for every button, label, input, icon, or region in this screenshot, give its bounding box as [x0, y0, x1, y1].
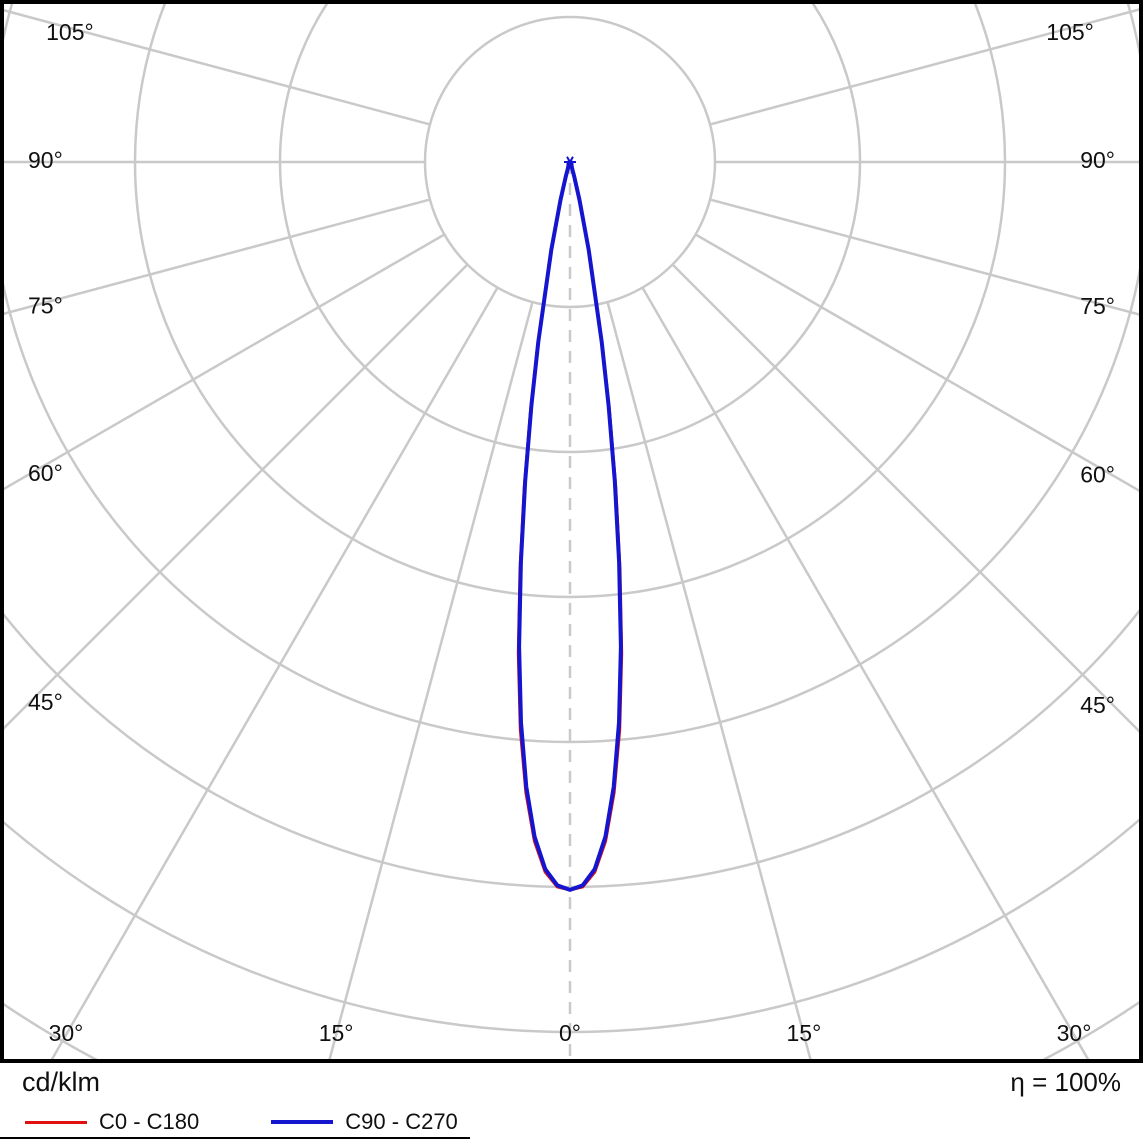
polar-plot-area: 0° 15° 15° 30° 30° 45° 45° 60° 60° 75° 75° 90° 90° 10…: [0, 0, 1143, 1063]
grid-spoke: [4, 263, 469, 730]
grid-spoke: [671, 263, 1139, 733]
legend-line-c0-c180: [25, 1120, 87, 1124]
angle-label: 30°: [49, 1020, 84, 1046]
polar-chart-svg: 0° 15° 15° 30° 30° 45° 45° 60° 60° 75° 75° 90° 90° 10…: [4, 4, 1139, 1059]
efficiency-label: η = 100%: [1010, 1067, 1121, 1097]
angle-label: 105°: [46, 19, 94, 45]
angle-label: 105°: [1046, 19, 1094, 45]
angle-label: 90°: [28, 147, 63, 173]
grid-spoke: [4, 233, 446, 491]
curve-c90-c270: [517, 160, 623, 892]
angle-label: 30°: [1057, 1020, 1092, 1046]
footer: cd/klm η = 100% C0 - C180 C90 - C270: [0, 1063, 1143, 1143]
grid-spoke: [50, 286, 499, 1059]
legend-label-c0-c180: C0 - C180: [99, 1109, 200, 1134]
polar-grid: [4, 4, 1139, 1059]
grid-spoke: [694, 233, 1139, 492]
angle-label: 15°: [319, 1020, 354, 1046]
grid-spoke: [606, 301, 812, 1059]
legend-underline: [0, 1137, 470, 1139]
angle-label: 90°: [1080, 147, 1115, 173]
angle-label: 60°: [1080, 462, 1115, 488]
legend-label-c90-c270: C90 - C270: [345, 1109, 458, 1134]
angle-label: 45°: [1080, 692, 1115, 718]
grid-spoke: [641, 286, 1090, 1059]
grid-circle: [4, 4, 1139, 744]
angle-label: 0°: [559, 1020, 581, 1046]
grid-spoke: [4, 198, 431, 315]
grid-circle: [4, 609, 1139, 889]
legend-line-c90-c270: [271, 1120, 334, 1124]
angle-labels: 0° 15° 15° 30° 30° 45° 45° 60° 60° 75° 75° 90° 90° 10…: [28, 19, 1115, 1046]
units-label: cd/klm: [22, 1067, 101, 1097]
angle-label: 15°: [787, 1020, 822, 1046]
intensity-curves: [516, 156, 624, 892]
peak-marker-stroke: [566, 156, 574, 168]
angle-label: 60°: [28, 460, 63, 486]
grid-spoke: [4, 9, 431, 126]
grid-spoke: [709, 198, 1139, 316]
angle-label: 45°: [28, 689, 63, 715]
angle-label: 75°: [28, 292, 63, 318]
grid-spoke: [328, 301, 534, 1059]
grid-spoke: [709, 8, 1139, 126]
legend: C0 - C180 C90 - C270: [25, 1109, 530, 1135]
curve-peak-marker: [564, 156, 576, 168]
angle-label: 75°: [1080, 293, 1115, 319]
